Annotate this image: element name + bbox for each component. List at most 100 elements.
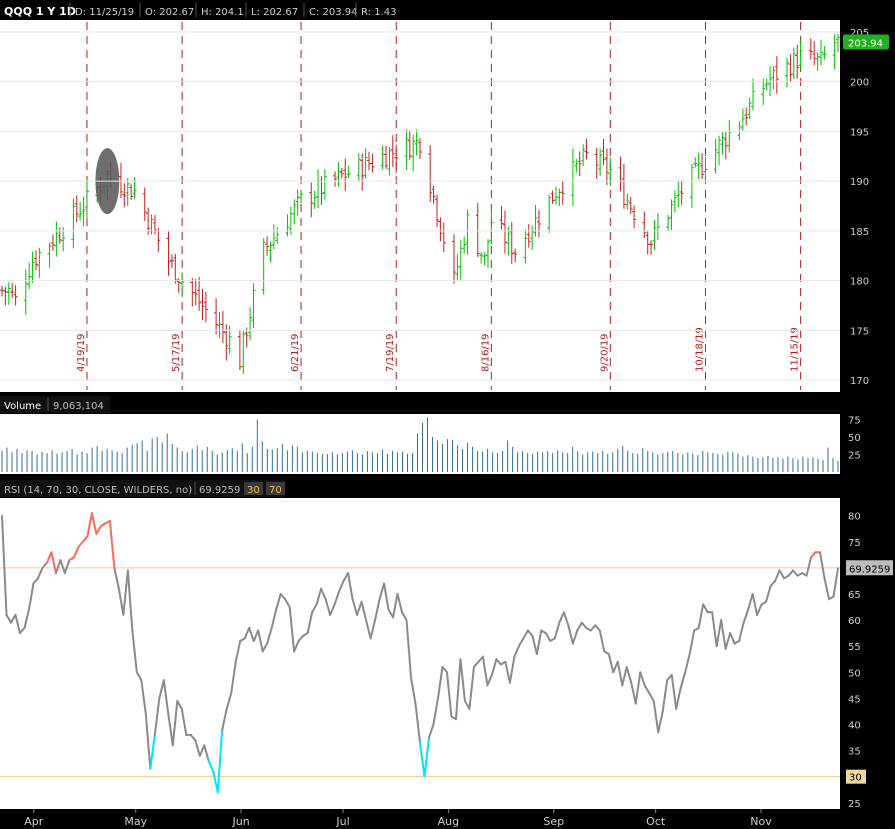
ohlc-bar (214, 298, 219, 335)
volume-tick-label: 25 (848, 451, 861, 462)
rsi-segment (378, 582, 386, 601)
rsi-segment (158, 679, 165, 700)
ohlc-bar (431, 185, 436, 204)
ohlc-bar (727, 120, 732, 153)
ohlc-bar (560, 180, 565, 205)
rsi-segment (243, 626, 251, 640)
rsi-segment (108, 519, 116, 569)
rsi-segment (41, 561, 48, 569)
last-price-text: 203.94 (848, 38, 883, 49)
ohlc-bar (584, 139, 589, 160)
rsi-segment (697, 603, 705, 629)
ohlc-bar (672, 190, 677, 213)
rsi-segment (225, 692, 233, 710)
rsi-segment (257, 629, 264, 653)
ohlc-bar (822, 45, 827, 60)
ohlc-bar (530, 225, 535, 250)
ohlc-bar (523, 229, 528, 264)
rsi-segment (410, 676, 417, 705)
price-bars: 4/19/19 5/17/19 6/21/19 7/19/19 8/16/19 9/20/… (0, 22, 840, 390)
rsi-segment (810, 551, 817, 559)
rsi-segment (504, 660, 511, 684)
rsi-segment (266, 626, 273, 645)
rsi-segment (405, 619, 413, 679)
rsi-segment (230, 660, 237, 695)
rsi-panel[interactable] (0, 498, 840, 809)
rsi-segment (392, 592, 399, 619)
rsi-segment (621, 666, 628, 687)
month-label: Nov (750, 815, 772, 828)
rsi-segment (522, 629, 529, 640)
event-date-label: 7/19/19 (385, 333, 396, 372)
price-panel[interactable] (0, 20, 840, 392)
rsi-segment (423, 736, 430, 778)
ohlc-bar (574, 158, 579, 173)
ohlc-bar (774, 56, 779, 94)
ohlc-bar (295, 189, 300, 216)
rsi-segment (594, 624, 601, 632)
ohlc-bar (360, 153, 365, 191)
ohlc-bar (428, 145, 433, 203)
rsi-segment (365, 619, 372, 640)
rsi-tick-label: 55 (848, 642, 861, 653)
last-price-tag (843, 34, 889, 50)
rsi-segment (135, 671, 143, 682)
rsi-segment (90, 512, 98, 535)
symbol-label[interactable]: QQQ 1 Y 1D (4, 5, 76, 18)
rsi-segment (702, 603, 709, 614)
rsi-tick-label: 40 (848, 720, 861, 731)
rsi-segment (657, 710, 664, 734)
rsi-segment (468, 666, 475, 710)
rsi-segment (508, 655, 516, 684)
volume-tick-label: 50 (848, 433, 861, 444)
ohlc-bar (795, 44, 800, 79)
rsi-segment (167, 713, 174, 747)
ohlc-bar (836, 33, 840, 53)
rsi-segment (823, 577, 831, 601)
ohlc-bar (33, 250, 38, 271)
rsi-segment (288, 606, 296, 653)
price-tick-label: 200 (850, 78, 869, 89)
rsi-upper-level: 70 (269, 485, 282, 496)
price-tick-label: 180 (850, 277, 869, 288)
rsi-tick-label: 75 (848, 538, 861, 549)
ohlc-bar (261, 238, 266, 295)
rsi-label: RSI (14, 70, 30, CLOSE, WILDERS, no) (4, 485, 192, 496)
month-label: Apr (24, 815, 44, 828)
rsi-tick-label: 25 (848, 799, 861, 810)
ohlc-bar (764, 78, 769, 91)
rsi-segment (86, 512, 93, 538)
rsi-segment (652, 699, 660, 734)
ohlc-bar (717, 135, 722, 166)
ohlc-bar (509, 222, 514, 264)
rsi-segment (54, 559, 62, 575)
rsi-segment (756, 603, 763, 616)
rsi-segment (832, 567, 839, 598)
rsi-segment (369, 619, 377, 640)
ohlc-bar (30, 251, 35, 283)
rsi-30-tag-text: 30 (849, 773, 862, 784)
ohlc-bar (336, 161, 341, 187)
ohlc-bar (720, 132, 725, 155)
ohlc-bar (384, 146, 389, 169)
ohlc-bar (489, 210, 494, 245)
rsi-segment (558, 611, 565, 624)
ohlc-bar (740, 108, 745, 131)
rsi-segment (648, 692, 655, 702)
volume-panel[interactable] (0, 414, 840, 474)
rsi-segment (189, 733, 197, 742)
ohlc-bar (791, 47, 796, 79)
rsi-segment (153, 697, 161, 736)
rsi-segment (805, 556, 813, 577)
rsi-segment (684, 653, 691, 674)
rsi-segment (315, 587, 323, 606)
event-date-label: 5/17/19 (171, 333, 182, 372)
ohlc-bar (451, 234, 456, 284)
price-tick-label: 175 (850, 326, 869, 337)
ohlc-bar (57, 227, 62, 244)
rsi-segment (598, 629, 606, 653)
ohlc-bar (526, 224, 531, 248)
ohlc-bar (47, 242, 52, 268)
rsi-segment (661, 679, 669, 713)
